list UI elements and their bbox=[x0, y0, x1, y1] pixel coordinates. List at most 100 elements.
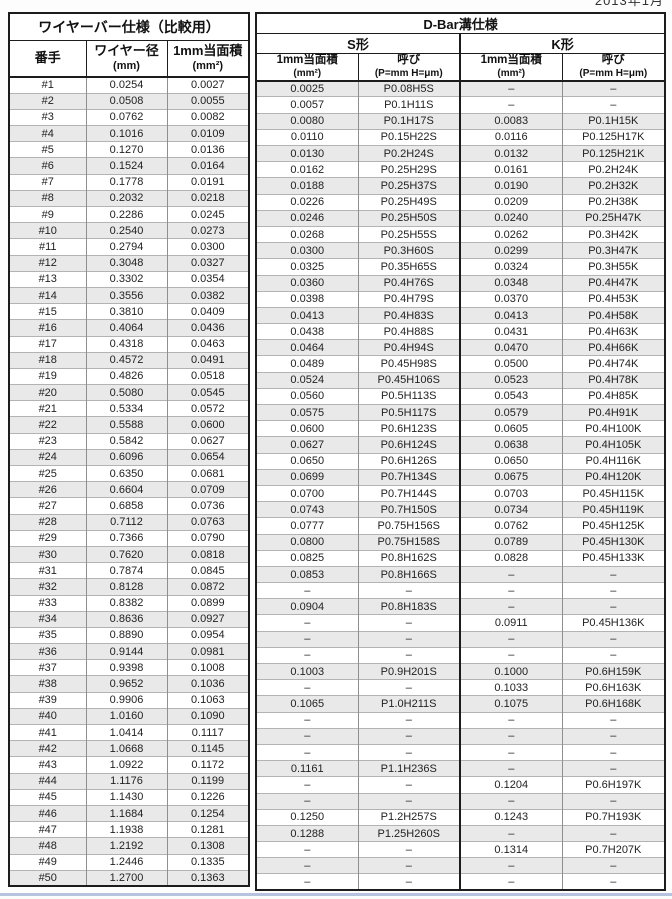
cell-k-designation: P0.4H66K bbox=[561, 339, 666, 356]
cell-s-area: – bbox=[255, 582, 359, 599]
cell-s-designation: P0.8H162S bbox=[357, 549, 461, 567]
cell-k-designation: – bbox=[561, 598, 666, 615]
cell-area-per-mm: 0.1008 bbox=[166, 659, 250, 676]
cell-gauge-number: #28 bbox=[8, 513, 87, 531]
cell-area-per-mm: 0.0245 bbox=[166, 205, 250, 223]
cell-s-area: 0.0524 bbox=[255, 371, 359, 389]
cell-wire-diameter: 1.1430 bbox=[85, 788, 168, 806]
table-row: #45 1.1430 0.1226 bbox=[8, 788, 250, 806]
cell-s-designation: P0.6H126S bbox=[357, 452, 461, 470]
cell-s-area: 0.0600 bbox=[255, 420, 359, 437]
cell-k-area: 0.0116 bbox=[459, 128, 563, 146]
table-row: #29 0.7366 0.0790 bbox=[8, 529, 250, 547]
cell-k-designation: – bbox=[561, 565, 666, 583]
cell-s-designation: P1.2H257S bbox=[357, 808, 461, 826]
col-header-k-designation-unit: (P=mm H=μm) bbox=[579, 67, 648, 79]
col-header-s-designation-label: 呼び bbox=[397, 54, 421, 66]
cell-gauge-number: #27 bbox=[8, 497, 87, 515]
cell-wire-diameter: 0.8890 bbox=[85, 626, 168, 644]
cell-k-area: – bbox=[459, 857, 563, 874]
cell-k-area: 0.0324 bbox=[459, 258, 563, 276]
table-row: 0.1288 P1.25H260S – – bbox=[255, 824, 666, 842]
cell-wire-diameter: 0.9906 bbox=[85, 691, 168, 709]
table-row: #46 1.1684 0.1254 bbox=[8, 804, 250, 822]
col-header-gauge-number: 番手 bbox=[8, 39, 87, 78]
cell-k-designation: P0.7H193K bbox=[561, 808, 666, 826]
table-row: #28 0.7112 0.0763 bbox=[8, 513, 250, 531]
cell-s-area: 0.1065 bbox=[255, 695, 359, 713]
cell-area-per-mm: 0.0354 bbox=[166, 270, 250, 288]
cell-wire-diameter: 1.2446 bbox=[85, 853, 168, 871]
cell-k-designation: P0.1H15K bbox=[561, 112, 666, 130]
cell-k-area: 0.0262 bbox=[459, 225, 563, 243]
cell-wire-diameter: 1.0414 bbox=[85, 723, 168, 741]
cell-s-area: – bbox=[255, 679, 359, 696]
cell-k-area: 0.1243 bbox=[459, 808, 563, 826]
cell-s-area: 0.1288 bbox=[255, 824, 359, 842]
cell-s-designation: P0.3H60S bbox=[357, 242, 461, 259]
cell-gauge-number: #20 bbox=[8, 384, 87, 401]
cell-area-per-mm: 0.1172 bbox=[166, 756, 250, 774]
cell-k-area: 0.1075 bbox=[459, 695, 563, 713]
cell-k-designation: P0.45H130K bbox=[561, 533, 666, 551]
cell-gauge-number: #45 bbox=[8, 788, 87, 806]
cell-k-designation: P0.45H136K bbox=[561, 614, 666, 632]
section-header-s-type: S形 bbox=[255, 33, 461, 54]
table-row: #26 0.6604 0.0709 bbox=[8, 481, 250, 498]
cell-wire-diameter: 0.4826 bbox=[85, 367, 168, 385]
cell-wire-diameter: 0.8382 bbox=[85, 594, 168, 612]
cell-gauge-number: #10 bbox=[8, 222, 87, 239]
col-header-gauge-label: 番手 bbox=[34, 50, 61, 66]
table-row: 0.0464 P0.4H94S 0.0470 P0.4H66K bbox=[255, 339, 666, 356]
cell-s-designation: – bbox=[357, 743, 461, 761]
cell-s-designation: – bbox=[357, 727, 461, 745]
cell-gauge-number: #44 bbox=[8, 772, 87, 790]
table-row: 0.0600 P0.6H123S 0.0605 P0.4H100K bbox=[255, 420, 666, 437]
cell-k-designation: P0.6H168K bbox=[561, 695, 666, 713]
table-row: 0.0700 P0.7H144S 0.0703 P0.45H115K bbox=[255, 484, 666, 502]
cell-gauge-number: #42 bbox=[8, 740, 87, 757]
cell-k-designation: – bbox=[561, 760, 666, 777]
cell-wire-diameter: 0.3302 bbox=[85, 270, 168, 288]
cell-s-designation: P0.9H201S bbox=[357, 663, 461, 680]
wire-bar-table-title: ワイヤーバー仕様（比較用） bbox=[8, 12, 250, 41]
cell-k-designation: P0.4H105K bbox=[561, 436, 666, 454]
cell-s-designation: P0.8H183S bbox=[357, 598, 461, 615]
cell-s-designation: – bbox=[357, 614, 461, 632]
col-header-s-area: 1mm当面積 (mm²) bbox=[255, 52, 359, 82]
cell-wire-diameter: 0.7620 bbox=[85, 545, 168, 563]
table-row: #50 1.2700 0.1363 bbox=[8, 869, 250, 887]
cell-k-designation: P0.6H197K bbox=[561, 776, 666, 794]
table-row: #9 0.2286 0.0245 bbox=[8, 205, 250, 223]
cell-area-per-mm: 0.0927 bbox=[166, 610, 250, 628]
cell-wire-diameter: 0.8128 bbox=[85, 578, 168, 595]
cell-area-per-mm: 0.0436 bbox=[166, 319, 250, 336]
cell-s-area: 0.0700 bbox=[255, 484, 359, 502]
cell-s-designation: P0.1H11S bbox=[357, 96, 461, 114]
cell-k-designation: P0.4H74K bbox=[561, 355, 666, 373]
cell-gauge-number: #22 bbox=[8, 416, 87, 434]
cell-area-per-mm: 0.1254 bbox=[166, 804, 250, 822]
cell-wire-diameter: 0.1778 bbox=[85, 173, 168, 191]
table-row: #32 0.8128 0.0872 bbox=[8, 578, 250, 595]
cell-wire-diameter: 0.2540 bbox=[85, 222, 168, 239]
cell-area-per-mm: 0.0736 bbox=[166, 497, 250, 515]
cell-s-designation: – bbox=[357, 630, 461, 648]
cell-area-per-mm: 0.0545 bbox=[166, 384, 250, 401]
cell-s-area: 0.0800 bbox=[255, 533, 359, 551]
table-row: #33 0.8382 0.0899 bbox=[8, 594, 250, 612]
table-row: – – – – bbox=[255, 711, 666, 729]
table-row: – – – – bbox=[255, 630, 666, 648]
table-row: #39 0.9906 0.1063 bbox=[8, 691, 250, 709]
cell-k-designation: P0.4H85K bbox=[561, 387, 666, 405]
cell-gauge-number: #31 bbox=[8, 562, 87, 579]
table-row: 0.0130 P0.2H24S 0.0132 P0.125H21K bbox=[255, 145, 666, 162]
cell-gauge-number: #9 bbox=[8, 205, 87, 223]
cell-wire-diameter: 0.1524 bbox=[85, 157, 168, 175]
cell-k-area: 0.0161 bbox=[459, 161, 563, 178]
cell-s-designation: P0.4H88S bbox=[357, 323, 461, 340]
table-row: 0.0110 P0.15H22S 0.0116 P0.125H17K bbox=[255, 128, 666, 146]
table-row: 0.0268 P0.25H55S 0.0262 P0.3H42K bbox=[255, 225, 666, 243]
cell-s-designation: P0.25H29S bbox=[357, 161, 461, 178]
cell-k-designation: – bbox=[561, 873, 666, 891]
